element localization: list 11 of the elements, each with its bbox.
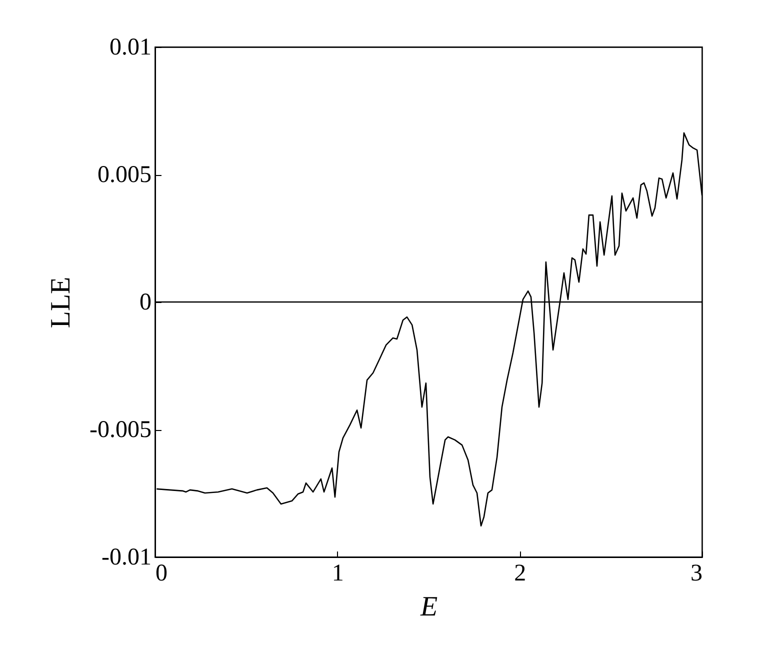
x-axis-title: E — [419, 592, 438, 622]
x-tick-label: 0 — [156, 560, 168, 586]
x-tick-label: 2 — [514, 560, 526, 586]
x-tick-label: 1 — [332, 560, 344, 586]
y-tick-label: 0.01 — [110, 34, 152, 60]
y-tick-label: -0.005 — [90, 417, 152, 443]
y-axis-title: LLE — [46, 276, 77, 328]
x-tick-label: 3 — [690, 560, 702, 586]
y-tick-label: 0.005 — [98, 162, 152, 188]
y-tick-label: 0 — [140, 290, 152, 316]
y-tick-label: -0.01 — [102, 544, 152, 570]
